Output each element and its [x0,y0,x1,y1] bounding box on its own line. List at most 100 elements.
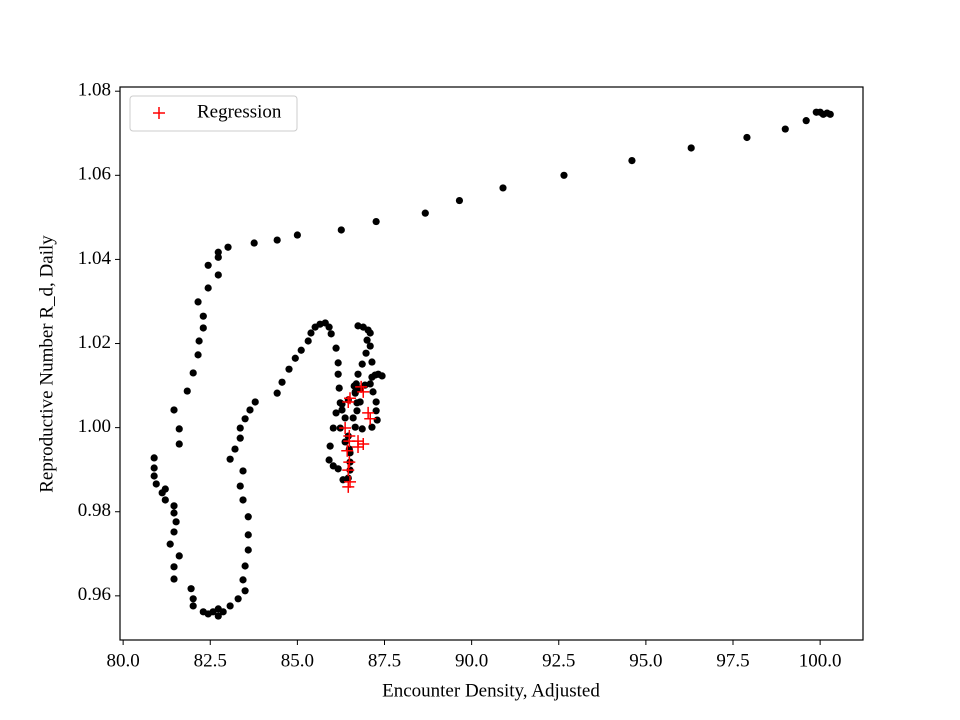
point [187,585,195,593]
point [241,415,249,423]
point [368,423,376,431]
point [189,369,197,377]
point [341,438,349,446]
point [285,365,293,373]
point [214,271,222,279]
point [628,156,636,165]
point [273,389,281,397]
y-tick-label: 1.00 [78,416,111,437]
point [357,385,370,398]
legend-label: Regression [197,101,282,122]
point [214,248,222,256]
point [339,422,352,435]
x-tick-label: 97.5 [716,650,749,671]
point [362,349,370,357]
point [334,370,342,378]
point [342,395,355,408]
point [236,434,244,442]
point [337,226,345,234]
point [362,406,375,419]
y-tick-label: 1.02 [78,332,111,353]
point [334,359,342,367]
point [335,384,343,392]
series [150,108,834,620]
point [363,336,371,344]
point [560,171,568,179]
x-tick-label: 100.0 [799,650,842,671]
point [150,454,158,462]
point [291,354,299,362]
point [170,528,178,536]
point [366,342,374,350]
y-tick-label: 0.98 [78,500,111,521]
point [352,440,365,453]
point [170,563,178,571]
point [234,595,242,603]
point [373,416,381,424]
point [342,464,355,477]
point [349,414,357,422]
point [251,398,259,406]
point [204,261,212,269]
point [802,117,810,125]
point [189,595,197,603]
y-tick-label: 1.04 [78,248,112,269]
point [369,388,377,396]
point [175,425,183,433]
point [214,253,222,261]
point [158,489,166,497]
point [170,502,178,510]
point [150,472,158,480]
point [499,184,507,192]
point [358,360,366,368]
point [273,236,281,244]
point [239,467,247,475]
point [343,435,356,448]
x-tick-label: 92.5 [542,650,575,671]
point [204,284,212,292]
point [743,133,751,142]
point [244,513,252,521]
x-tick-label: 85.0 [281,650,314,671]
y-tick-label: 1.08 [78,80,111,101]
point [368,358,376,366]
point [372,398,380,406]
point [354,322,362,330]
x-axis-label: Encounter Density, Adjusted [382,680,600,701]
point [341,414,349,422]
plot-frame [119,86,864,641]
point [236,482,244,490]
y-tick-label: 0.96 [78,584,111,605]
point [214,612,222,620]
point [209,608,217,616]
point [353,399,361,407]
point [332,409,340,417]
point [338,406,346,414]
y-tick-label: 1.06 [78,164,111,185]
point [239,496,247,504]
point [199,324,207,332]
point [374,370,382,378]
point [226,455,234,463]
point [224,243,232,251]
x-tick-label: 90.0 [455,650,488,671]
point [175,440,183,448]
point [194,351,202,359]
point [341,444,354,457]
point [368,373,376,381]
point [170,406,178,414]
point [226,602,234,610]
point [826,110,834,118]
x-tick-label: 82.5 [194,650,227,671]
point [364,412,377,425]
point [325,323,333,331]
point [219,608,227,616]
point [297,346,305,354]
point [812,108,820,116]
point [241,562,249,570]
point [325,456,333,464]
point [161,496,169,504]
point [332,344,340,352]
point [357,438,370,451]
